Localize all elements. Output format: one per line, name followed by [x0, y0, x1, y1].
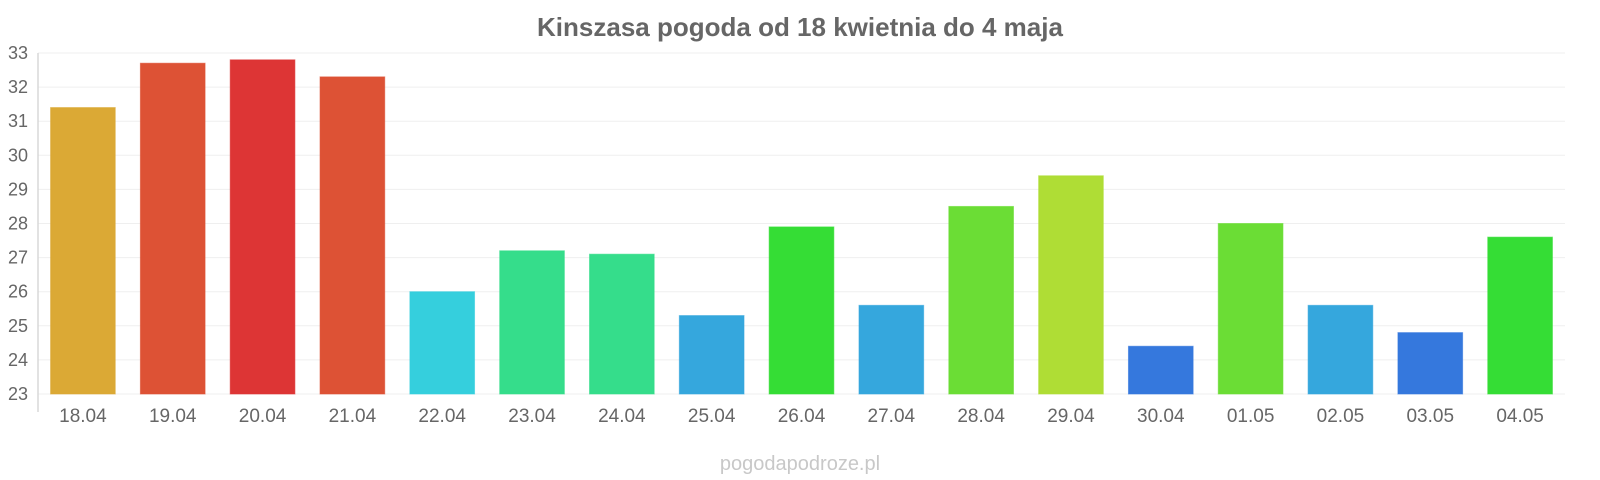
chart-title: Kinszasa pogoda od 18 kwietnia do 4 maja: [537, 12, 1063, 42]
x-axis-ticks: 18.04 19.04 20.04 21.04 22.04 23.04 24.04 25.04…: [59, 406, 1544, 427]
y-tick-label: 30: [8, 145, 28, 165]
y-tick-label: 24: [8, 350, 28, 370]
bars: [50, 59, 1553, 395]
y-tick-label: 26: [8, 282, 28, 302]
y-tick-label: 23: [8, 384, 28, 404]
x-tick-label: 25.04: [688, 406, 736, 427]
bar-30.04: [1127, 345, 1194, 395]
x-tick-label: 26.04: [778, 406, 826, 427]
y-tick-label: 28: [8, 214, 28, 234]
y-tick-label: 29: [8, 179, 28, 199]
x-tick-label: 20.04: [239, 406, 287, 427]
bar-27.04: [858, 304, 925, 395]
bar-24.04: [589, 253, 655, 395]
bar-25.04: [678, 315, 745, 395]
bar-28.04: [948, 205, 1014, 395]
bar-18.04: [50, 107, 116, 395]
x-tick-label: 04.05: [1496, 406, 1544, 427]
bar-21.04: [319, 76, 386, 395]
x-tick-label: 23.04: [508, 406, 556, 427]
y-tick-label: 25: [8, 316, 28, 336]
bar-22.04: [409, 291, 476, 395]
x-tick-label: 24.04: [598, 406, 646, 427]
bar-26.04: [768, 226, 835, 395]
y-tick-label: 32: [8, 77, 28, 97]
x-tick-label: 19.04: [149, 406, 197, 427]
bar-01.05: [1217, 223, 1284, 395]
bar-19.04: [139, 62, 206, 395]
x-tick-label: 02.05: [1317, 406, 1365, 427]
y-tick-label: 31: [8, 111, 28, 131]
bar-02.05: [1307, 304, 1374, 395]
x-tick-label: 30.04: [1137, 406, 1185, 427]
x-tick-label: 27.04: [868, 406, 916, 427]
y-tick-label: 33: [8, 43, 28, 63]
x-tick-label: 22.04: [418, 406, 466, 427]
x-tick-label: 29.04: [1047, 406, 1095, 427]
y-tick-label: 27: [8, 248, 28, 268]
x-tick-label: 18.04: [59, 406, 107, 427]
x-tick-label: 01.05: [1227, 406, 1275, 427]
x-tick-label: 28.04: [957, 406, 1005, 427]
bar-04.05: [1487, 236, 1553, 395]
watermark: pogodapodroze.pl: [720, 453, 880, 475]
bar-29.04: [1038, 175, 1104, 395]
bar-23.04: [499, 250, 565, 395]
bar-20.04: [229, 59, 296, 395]
y-axis-ticks: 23 24 25 26 27 28 29 30 31 32 33: [8, 43, 28, 404]
x-tick-label: 21.04: [329, 406, 377, 427]
x-tick-label: 03.05: [1406, 406, 1454, 427]
bar-03.05: [1397, 332, 1464, 395]
